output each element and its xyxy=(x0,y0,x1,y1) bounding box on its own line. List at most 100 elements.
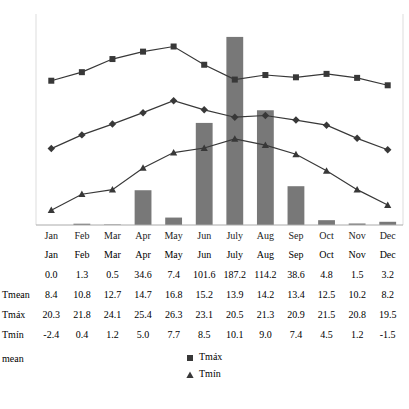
table-cell: 0.0 xyxy=(45,269,58,280)
marker xyxy=(109,120,116,127)
marker xyxy=(78,131,85,138)
marker xyxy=(323,167,330,173)
bar xyxy=(288,186,305,225)
table-header: Aug xyxy=(257,249,274,260)
legend: Tmáx Tmín xyxy=(186,351,222,379)
table-cell: 7.7 xyxy=(167,329,180,340)
table-cell: 19.5 xyxy=(379,309,397,320)
marker xyxy=(109,186,116,192)
line xyxy=(51,139,387,210)
y-axis-line xyxy=(36,14,37,225)
x-tick-label: Dec xyxy=(380,230,397,241)
marker xyxy=(171,44,177,50)
table-cell: 15.2 xyxy=(195,289,213,300)
legend-marker xyxy=(186,371,193,377)
table-cell: 7.4 xyxy=(290,329,303,340)
table-cell: 3.2 xyxy=(381,269,394,280)
table-cell: 10.1 xyxy=(226,329,244,340)
table-cell: 101.6 xyxy=(193,269,216,280)
table-header: Jun xyxy=(197,249,211,260)
table-cell: 4.8 xyxy=(320,269,333,280)
table-cell: 13.4 xyxy=(287,289,305,300)
bar xyxy=(135,190,152,225)
x-tick-label: Oct xyxy=(319,230,334,241)
table-header: Sep xyxy=(288,249,303,260)
table-cell: 7.4 xyxy=(167,269,180,280)
table-cell: 14.7 xyxy=(134,289,152,300)
marker xyxy=(384,146,391,153)
table-cell: 16.8 xyxy=(165,289,183,300)
table-cell: 20.9 xyxy=(287,309,305,320)
marker xyxy=(109,56,115,62)
legend-marker xyxy=(187,355,193,361)
table-cell: 13.9 xyxy=(226,289,244,300)
marker xyxy=(78,191,85,197)
bar xyxy=(226,37,243,225)
table-cell: 34.6 xyxy=(134,269,152,280)
x-tick-label: July xyxy=(226,230,243,241)
table-cell: 20.3 xyxy=(43,309,61,320)
table-cell: 8.2 xyxy=(381,289,394,300)
table-cell: 12.7 xyxy=(104,289,122,300)
marker xyxy=(262,112,269,119)
x-tick-label: Aug xyxy=(257,230,274,241)
table-cell: 23.1 xyxy=(195,309,213,320)
marker xyxy=(170,149,177,155)
x-tick-label: Jun xyxy=(197,230,211,241)
table-cell: -2.4 xyxy=(43,329,59,340)
marker xyxy=(385,82,391,88)
table-cell: 10.8 xyxy=(73,289,91,300)
marker xyxy=(292,116,299,123)
table-cell: 14.2 xyxy=(257,289,275,300)
table-cell: 114.2 xyxy=(254,269,276,280)
table-cell: 8.4 xyxy=(45,289,58,300)
marker xyxy=(384,201,391,207)
marker xyxy=(232,77,238,83)
table-cell: 4.5 xyxy=(320,329,333,340)
marker xyxy=(262,142,269,148)
marker xyxy=(139,164,146,170)
table-header: Nov xyxy=(349,249,366,260)
line xyxy=(51,101,387,150)
marker xyxy=(231,135,238,141)
table-cell: 10.2 xyxy=(348,289,366,300)
table-cell: 25.4 xyxy=(134,309,152,320)
marker xyxy=(170,97,177,104)
legend-label: Tmín xyxy=(199,368,221,379)
table-cell: 21.5 xyxy=(318,309,336,320)
marker xyxy=(48,78,54,84)
table-cell: -1.5 xyxy=(380,329,396,340)
marker xyxy=(231,113,238,120)
table-header: July xyxy=(226,249,243,260)
table-row-label: Tmín xyxy=(2,329,24,340)
table-cell: 38.6 xyxy=(287,269,305,280)
chart: JanFebMarAprMayJunJulyAugSepOctNovDecJan… xyxy=(0,0,409,409)
x-tick-label: Feb xyxy=(74,230,89,241)
marker xyxy=(293,74,299,80)
table-header: Apr xyxy=(135,249,151,260)
marker xyxy=(353,135,360,142)
bar xyxy=(196,123,213,225)
background xyxy=(0,0,409,409)
table-cell: 21.3 xyxy=(257,309,275,320)
marker xyxy=(140,49,146,55)
table-cell: 12.5 xyxy=(318,289,336,300)
table-header: Mar xyxy=(104,249,121,260)
table-cell: 187.2 xyxy=(224,269,247,280)
bar xyxy=(165,218,182,225)
table-cell: 0.4 xyxy=(76,329,89,340)
marker xyxy=(139,109,146,116)
x-tick-label: May xyxy=(164,230,182,241)
table-cell: 20.5 xyxy=(226,309,244,320)
marker xyxy=(48,145,55,152)
legend-label: Tmáx xyxy=(199,351,222,362)
table-cell: 21.8 xyxy=(73,309,91,320)
marker xyxy=(262,72,268,78)
table-row-label: Tmáx xyxy=(2,309,25,320)
table-cell: 8.5 xyxy=(198,329,211,340)
table-row-label: Tmean xyxy=(2,289,30,300)
marker xyxy=(324,71,330,77)
x-tick-label: Jan xyxy=(45,230,58,241)
x-tick-label: Mar xyxy=(104,230,121,241)
table-header: Dec xyxy=(380,249,397,260)
